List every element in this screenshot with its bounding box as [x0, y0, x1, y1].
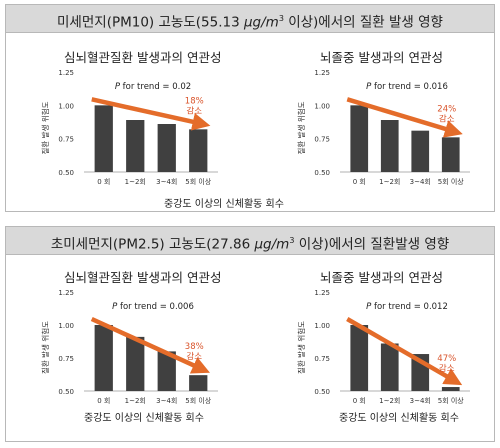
- panel-title: 미세먼지(PM10) 고농도(55.13 μg/m3 이상)에서의 질환 발생 …: [6, 5, 494, 33]
- panel-title-unit: μg/m: [243, 14, 279, 31]
- panel-title-unit: μg/m: [254, 236, 290, 253]
- panel-pm25: 초미세먼지(PM2.5) 고농도(27.86 μg/m3 이상)에서의 질환발생…: [5, 226, 495, 442]
- panel-title-text-end: 이상)에서의 질환 발생 영향: [283, 14, 443, 31]
- panel-pm10: 미세먼지(PM10) 고농도(55.13 μg/m3 이상)에서의 질환 발생 …: [5, 4, 495, 212]
- chart-title: 심뇌혈관질환 발생과의 연관성: [64, 50, 222, 65]
- x-axis-caption: 중강도 이상의 신체활동 회수: [339, 413, 459, 424]
- panel-title: 초미세먼지(PM2.5) 고농도(27.86 μg/m3 이상)에서의 질환발생…: [6, 227, 494, 255]
- chart-title: 뇌졸중 발생과의 연관성: [320, 50, 443, 65]
- chart-title: 심뇌혈관질환 발생과의 연관성: [64, 270, 222, 285]
- x-axis-caption: 중강도 이상의 신체활동 회수: [164, 199, 284, 210]
- x-axis-caption: 중강도 이상의 신체활동 회수: [84, 413, 204, 424]
- panel-title-text: 미세먼지(PM10) 고농도(55.13: [57, 14, 244, 31]
- panel-title-text-end: 이상)에서의 질환발생 영향: [294, 236, 450, 253]
- chart-title: 뇌졸중 발생과의 연관성: [320, 270, 443, 285]
- panel-title-text: 초미세먼지(PM2.5) 고농도(27.86: [50, 236, 255, 253]
- panel-title-superscript: 3: [289, 236, 295, 245]
- panel-title-superscript: 3: [278, 14, 284, 23]
